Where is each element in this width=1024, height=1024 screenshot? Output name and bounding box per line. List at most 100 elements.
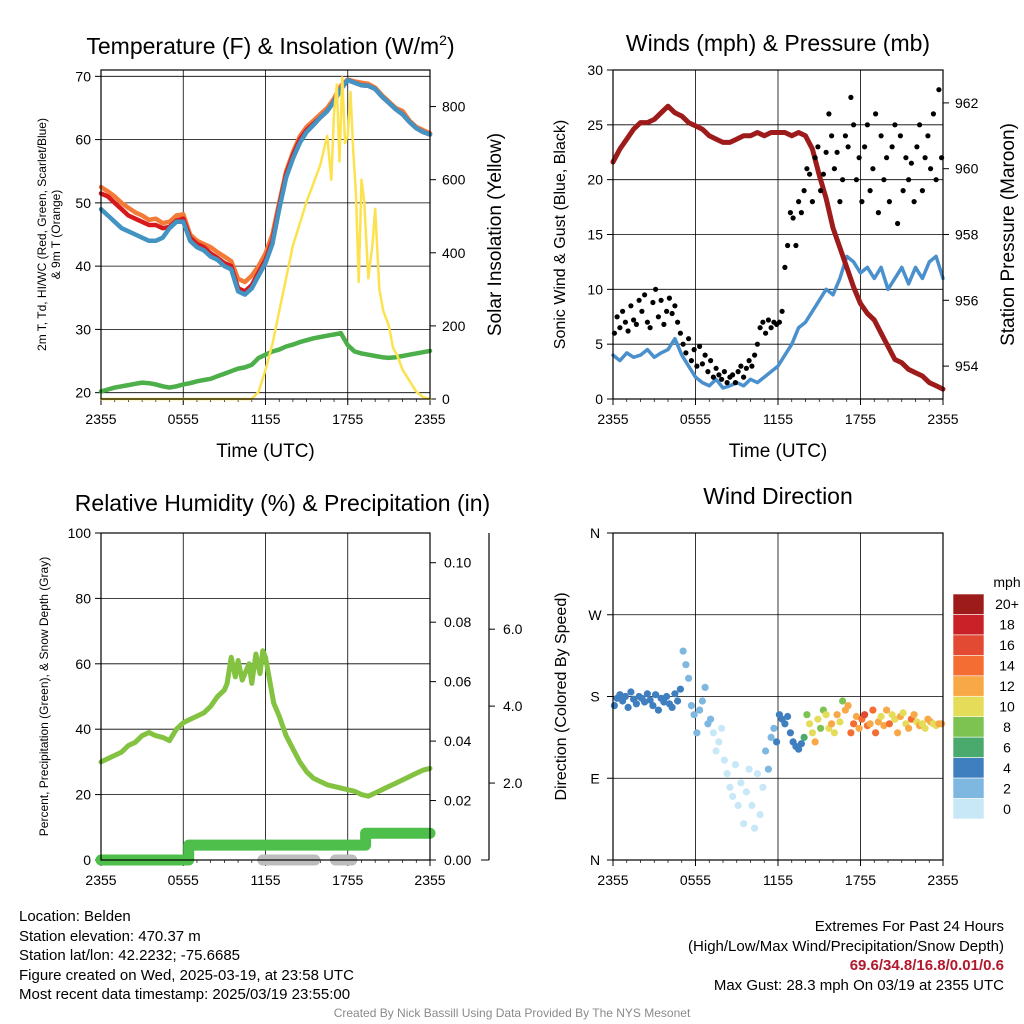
- direction-point: [786, 729, 795, 737]
- colorbar-label: 20+: [995, 596, 1019, 612]
- gust-point: [878, 133, 884, 139]
- direction-point: [726, 783, 734, 791]
- direction-point: [742, 788, 751, 796]
- precip-tick-label: 0.04: [444, 733, 471, 749]
- direction-point: [767, 733, 775, 742]
- gust-point: [639, 308, 645, 314]
- y-axis-label: Sonic Wind & Gust (Blue, Black): [552, 120, 569, 349]
- gust-point: [823, 149, 829, 155]
- chart-title-end: ): [447, 33, 455, 59]
- gust-point: [653, 286, 659, 292]
- direction-point: [817, 724, 825, 732]
- direction-point: [698, 697, 707, 705]
- gust-point: [897, 133, 904, 139]
- colorbar-label: 2: [1003, 780, 1011, 796]
- y2-tick-label: 600: [442, 172, 466, 188]
- gust-point: [928, 166, 934, 172]
- y-tick-label: S: [590, 689, 599, 705]
- direction-point: [759, 783, 767, 791]
- series-line-rh: [98, 648, 433, 799]
- gust-point: [787, 210, 794, 216]
- gust-point: [859, 199, 865, 205]
- x-tick-label: 0555: [680, 411, 711, 427]
- y-tick-label: W: [588, 607, 602, 623]
- y-tick-label: 40: [75, 721, 91, 737]
- gust-point: [831, 166, 838, 172]
- y2-tick-label: 962: [955, 95, 979, 111]
- gust-point: [820, 171, 827, 177]
- direction-point: [833, 711, 841, 719]
- direction-point: [690, 711, 698, 719]
- gust-point: [895, 220, 901, 227]
- gust-point: [631, 317, 637, 323]
- gust-point: [697, 343, 703, 349]
- gust-point: [809, 199, 816, 205]
- direction-point: [795, 745, 803, 753]
- direction-point: [921, 724, 929, 732]
- gust-point: [908, 160, 915, 166]
- direction-point: [905, 724, 913, 732]
- gust-point: [749, 363, 755, 369]
- gust-point: [661, 321, 667, 327]
- direction-point: [869, 706, 877, 714]
- colorbar-swatch: [952, 757, 985, 779]
- direction-point: [773, 738, 781, 746]
- station-elevation: Station elevation: 470.37 m: [19, 927, 201, 945]
- gust-point: [881, 177, 887, 183]
- direction-point: [712, 747, 720, 755]
- gust-point: [721, 369, 728, 375]
- gust-point: [743, 365, 750, 371]
- recent-data-timestamp: Most recent data timestamp: 2025/03/19 2…: [19, 986, 351, 1003]
- x-tick-label: 1755: [332, 872, 363, 888]
- direction-point: [654, 706, 663, 714]
- y-tick-label: 10: [587, 281, 603, 297]
- direction-point: [803, 711, 811, 719]
- direction-point: [723, 770, 731, 778]
- y-tick-label: 5: [595, 336, 603, 352]
- x-tick-label: 2355: [85, 872, 116, 888]
- y-tick-label: 80: [75, 590, 91, 606]
- gust-point: [834, 149, 840, 155]
- gust-point: [642, 292, 648, 298]
- x-tick-label: 2355: [414, 872, 445, 888]
- direction-point: [852, 712, 861, 721]
- station-latlon: Station lat/lon: 42.2232; -75.6685: [19, 947, 241, 964]
- x-tick-label: 1155: [763, 411, 793, 427]
- x-tick-label: 0555: [680, 872, 711, 888]
- gust-point: [765, 317, 772, 323]
- gust-point: [840, 177, 846, 183]
- direction-point: [616, 691, 624, 699]
- max-gust: Max Gust: 28.3 mph On 03/19 at 2355 UTC: [713, 976, 1004, 994]
- direction-point: [808, 729, 817, 737]
- direction-point: [822, 711, 830, 719]
- direction-point: [756, 811, 764, 819]
- gust-point: [776, 319, 783, 325]
- precip-tick-label: 0.06: [444, 674, 471, 690]
- direction-point: [715, 738, 723, 746]
- y2-tick-label: 400: [442, 245, 466, 261]
- gust-point: [738, 363, 744, 369]
- gust-point: [622, 319, 629, 325]
- gust-point: [669, 310, 675, 317]
- y2-tick-label: 200: [442, 318, 466, 334]
- y-tick-label: 30: [587, 62, 603, 78]
- colorbar-title: mph: [993, 574, 1020, 590]
- direction-point: [643, 690, 652, 698]
- x-tick-label: 1155: [250, 872, 280, 888]
- colorbar-swatch: [952, 777, 985, 799]
- colorbar-label: 16: [999, 637, 1015, 653]
- y-tick-label: 20: [75, 787, 91, 803]
- gust-point: [925, 133, 931, 139]
- gust-point: [664, 308, 670, 314]
- gust-point: [666, 295, 673, 301]
- colorbar-label: 8: [1003, 719, 1011, 735]
- gust-point: [713, 365, 719, 371]
- direction-point: [718, 724, 726, 732]
- y2-tick-label: 954: [955, 358, 979, 374]
- gust-point: [936, 87, 942, 93]
- direction-point: [676, 685, 685, 693]
- extremes-panel: Extremes For Past 24 Hours (High/Low/Max…: [688, 917, 1004, 995]
- direction-point: [674, 697, 682, 705]
- y2-tick-label: 956: [955, 292, 979, 308]
- direction-point: [877, 712, 885, 721]
